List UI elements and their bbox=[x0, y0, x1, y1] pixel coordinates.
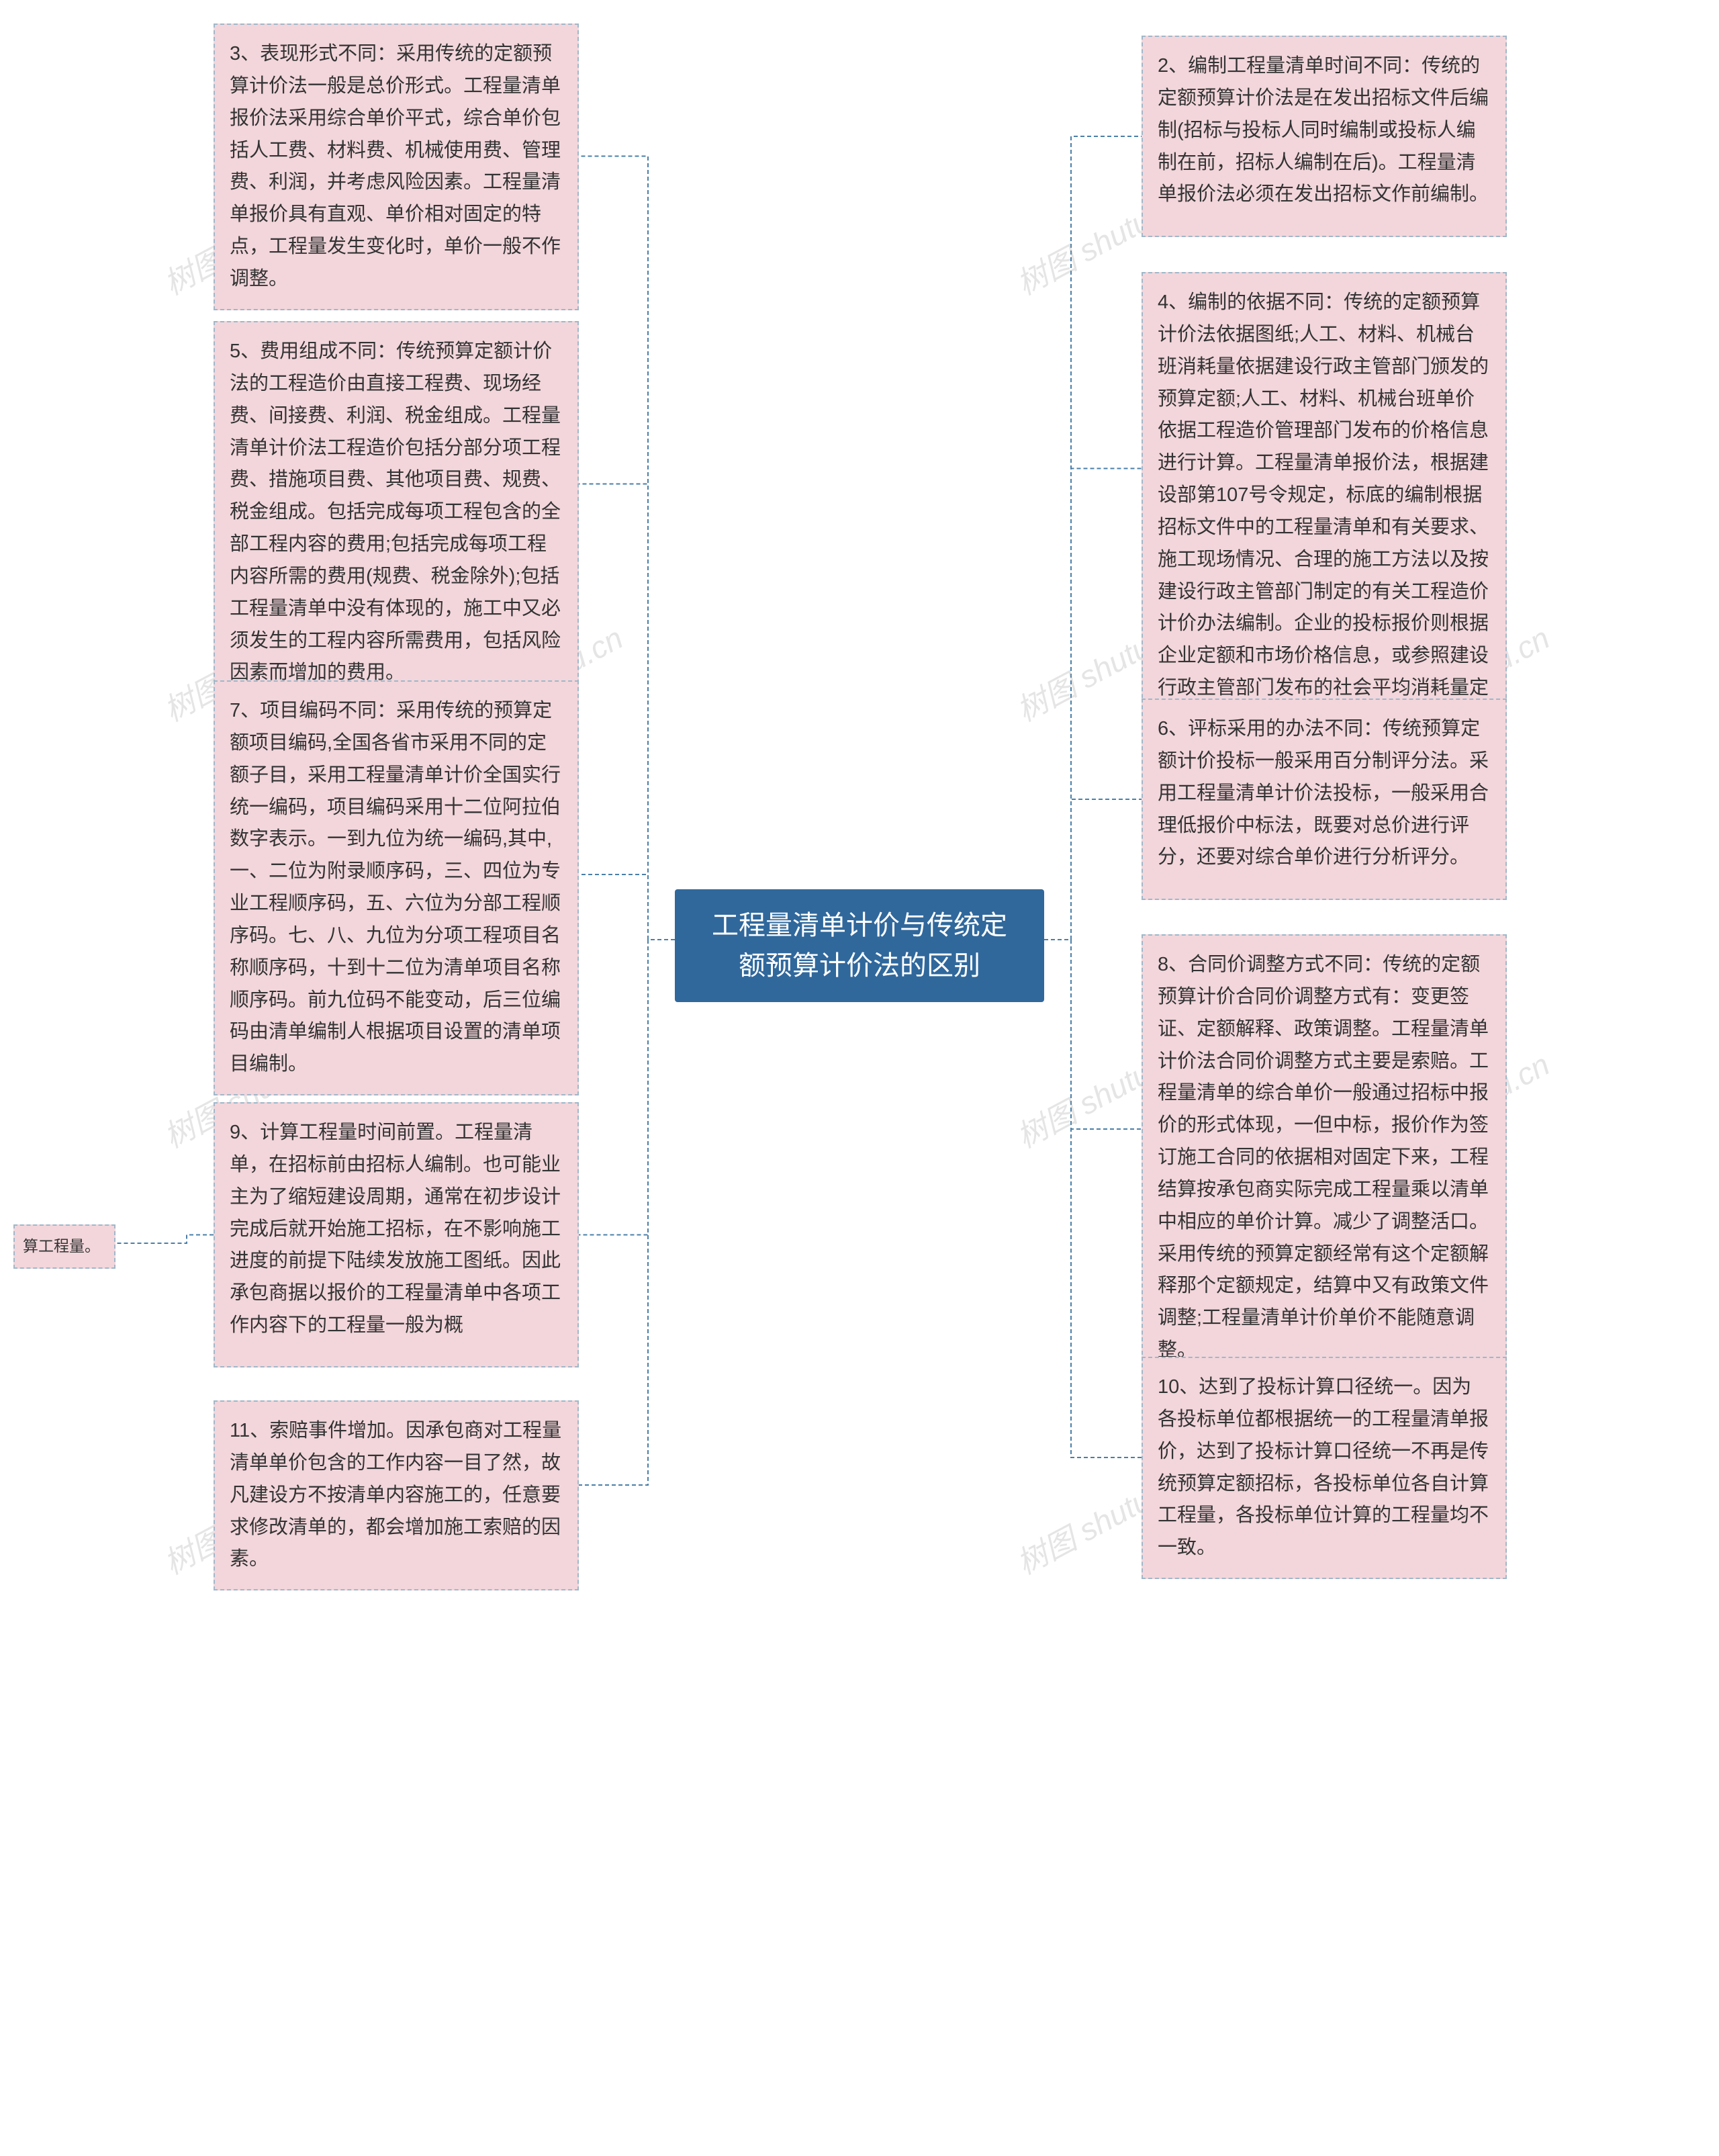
branch-n11: 11、索赔事件增加。因承包商对工程量清单单价包含的工作内容一目了然，故凡建设方不… bbox=[214, 1400, 579, 1590]
branch-n4: 4、编制的依据不同：传统的定额预算计价法依据图纸;人工、材料、机械台班消耗量依据… bbox=[1142, 272, 1507, 752]
branch-n7: 7、项目编码不同：采用传统的预算定额项目编码,全国各省市采用不同的定额子目，采用… bbox=[214, 680, 579, 1095]
branch-n6: 6、评标采用的办法不同：传统预算定额计价投标一般采用百分制评分法。采用工程量清单… bbox=[1142, 699, 1507, 900]
branch-n10: 10、达到了投标计算口径统一。因为各投标单位都根据统一的工程量清单报价，达到了投… bbox=[1142, 1357, 1507, 1579]
branch-n3: 3、表现形式不同：采用传统的定额预算计价法一般是总价形式。工程量清单报价法采用综… bbox=[214, 24, 579, 310]
branch-n9c: 算工程量。 bbox=[13, 1224, 115, 1269]
branch-n2: 2、编制工程量清单时间不同：传统的定额预算计价法是在发出招标文件后编制(招标与投… bbox=[1142, 36, 1507, 237]
center-topic: 工程量清单计价与传统定额预算计价法的区别 bbox=[675, 889, 1044, 1002]
branch-n9: 9、计算工程量时间前置。工程量清单，在招标前由招标人编制。也可能业主为了缩短建设… bbox=[214, 1102, 579, 1367]
branch-n5: 5、费用组成不同：传统预算定额计价法的工程造价由直接工程费、现场经费、间接费、利… bbox=[214, 321, 579, 704]
mindmap-canvas: 树图 shutu.cn树图 shutu.cn树图 shutu.cnshutu.c… bbox=[0, 0, 1719, 2156]
branch-n8: 8、合同价调整方式不同：传统的定额预算计价合同价调整方式有：变更签证、定额解释、… bbox=[1142, 934, 1507, 1382]
